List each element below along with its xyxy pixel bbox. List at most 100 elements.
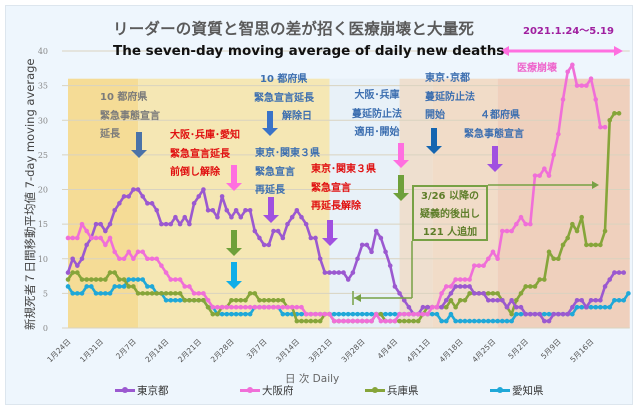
data-point-osaka <box>271 304 276 310</box>
data-point-osaka <box>205 298 211 303</box>
arrow-down-icon-head <box>262 128 278 136</box>
data-point-tokyo <box>84 242 89 248</box>
data-point-osaka <box>504 228 510 234</box>
data-point-aichi <box>434 311 440 317</box>
data-point-aichi <box>233 311 239 317</box>
data-point-aichi <box>462 318 468 324</box>
y-tick-label: 5 <box>43 289 48 298</box>
data-point-tokyo <box>70 256 75 262</box>
data-point-osaka <box>453 277 458 282</box>
data-point-osaka <box>406 311 412 317</box>
data-point-osaka <box>163 270 169 275</box>
data-point-tokyo <box>79 256 85 262</box>
data-point-aichi <box>285 311 290 317</box>
data-point-osaka <box>303 311 309 317</box>
y-tick-label: 10 <box>38 255 48 264</box>
legend-label: 兵庫県 <box>387 385 419 397</box>
legend-swatch <box>490 387 510 393</box>
data-point-tokyo <box>261 242 267 248</box>
arrow-down-icon-head <box>393 193 409 201</box>
data-point-hyogo <box>177 291 183 296</box>
data-point-osaka <box>355 318 360 324</box>
y-tick-label: 35 <box>38 82 48 91</box>
y-tick-label: 25 <box>38 151 48 160</box>
data-point-osaka <box>486 256 491 262</box>
data-point-tokyo <box>149 201 155 206</box>
annotation-5-line: 東京･関東３県 <box>311 164 376 175</box>
data-point-hyogo <box>89 277 94 282</box>
data-point-tokyo <box>285 221 290 227</box>
data-point-aichi <box>224 311 230 317</box>
data-point-tokyo <box>537 311 542 317</box>
annotation-1-line: 10 都府県 <box>100 92 148 103</box>
data-point-aichi <box>621 298 627 303</box>
x-tick-label: 3月21日 <box>307 337 334 364</box>
x-tick-label: 5月9日 <box>539 337 563 361</box>
data-point-aichi <box>457 318 463 324</box>
data-point-hyogo <box>149 291 155 296</box>
data-point-osaka <box>490 249 496 255</box>
arrow-down-icon-head <box>487 164 503 172</box>
annotation-5-line: 緊急宣言 <box>311 182 351 194</box>
data-point-hyogo <box>317 318 323 324</box>
data-point-hyogo <box>616 111 622 116</box>
data-point-tokyo <box>425 304 430 310</box>
data-point-tokyo <box>103 228 108 234</box>
data-point-aichi <box>542 311 547 317</box>
data-point-osaka <box>495 256 500 262</box>
data-point-hyogo <box>401 318 407 324</box>
box-arrows <box>352 181 599 305</box>
data-point-tokyo <box>238 214 244 220</box>
arrow-down-icon <box>322 220 338 246</box>
data-point-tokyo <box>467 284 472 289</box>
arrow-down-icon-head <box>226 281 242 289</box>
annotation-2-line: 前倒し解除 <box>170 167 220 178</box>
data-point-osaka <box>191 291 197 296</box>
data-point-hyogo <box>159 291 164 296</box>
data-point-tokyo <box>154 207 160 213</box>
data-point-osaka <box>378 318 384 324</box>
data-point-osaka <box>392 318 398 324</box>
data-point-osaka <box>308 311 314 317</box>
data-point-hyogo <box>415 318 421 324</box>
data-point-hyogo <box>112 270 117 275</box>
data-point-hyogo <box>514 298 519 303</box>
data-point-osaka <box>252 304 258 310</box>
data-point-hyogo <box>546 249 552 255</box>
data-point-hyogo <box>117 277 122 282</box>
data-point-aichi <box>598 304 603 310</box>
data-point-osaka <box>471 263 477 268</box>
data-point-osaka <box>261 304 267 310</box>
data-point-tokyo <box>401 298 407 303</box>
data-point-aichi <box>383 311 388 317</box>
legend-item-aichi: 愛知県 <box>490 383 544 398</box>
data-point-osaka <box>266 304 272 310</box>
data-point-osaka <box>177 277 183 282</box>
data-point-hyogo <box>93 277 99 282</box>
series-osaka <box>65 62 608 324</box>
data-point-hyogo <box>495 291 500 296</box>
data-point-osaka <box>598 124 603 130</box>
data-point-aichi <box>168 298 174 303</box>
data-point-osaka <box>299 304 304 310</box>
data-point-osaka <box>602 124 608 130</box>
data-point-aichi <box>504 318 510 324</box>
data-point-tokyo <box>299 214 304 220</box>
annotation-3-line: 解除日 <box>282 111 312 122</box>
data-point-tokyo <box>602 284 608 289</box>
data-point-aichi <box>612 298 617 303</box>
data-point-osaka <box>135 249 141 255</box>
data-point-aichi <box>131 277 136 282</box>
data-point-osaka <box>429 304 435 310</box>
data-point-osaka <box>588 76 594 81</box>
data-point-osaka <box>280 304 286 310</box>
x-tick-label: 3月14日 <box>274 337 301 364</box>
data-point-osaka <box>397 311 402 317</box>
arrow-down-icon <box>131 132 147 158</box>
data-point-tokyo <box>215 214 220 220</box>
data-point-osaka <box>243 304 248 310</box>
data-point-tokyo <box>350 270 356 275</box>
data-point-tokyo <box>93 221 99 227</box>
arrow-down-icon-head <box>426 146 442 154</box>
data-point-tokyo <box>201 187 206 192</box>
